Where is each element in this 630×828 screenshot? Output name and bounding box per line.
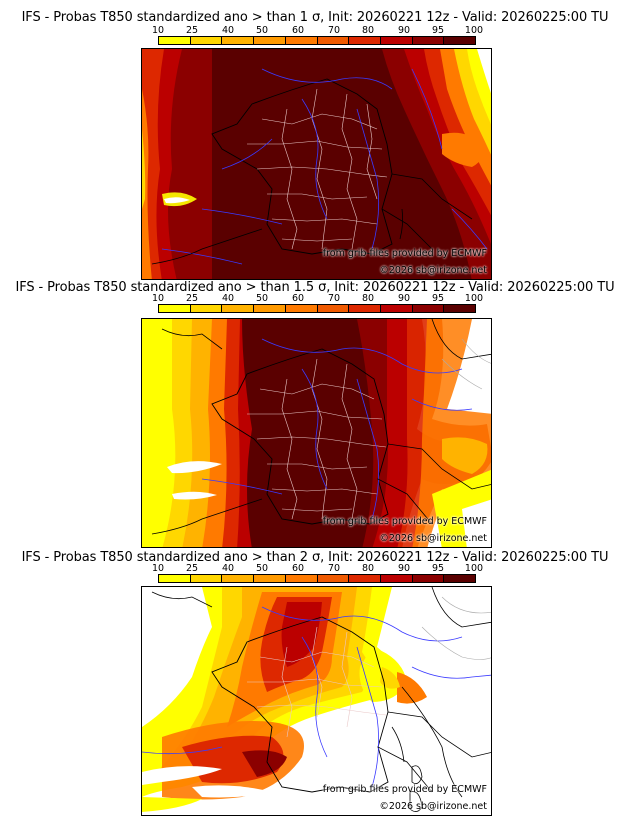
colorbar xyxy=(158,36,476,45)
colorbar-label: 80 xyxy=(361,25,375,36)
colorbar-label: 100 xyxy=(464,25,484,36)
map-canvas xyxy=(142,319,491,547)
colorbar-segment xyxy=(254,305,286,312)
colorbar-segment xyxy=(254,37,286,44)
colorbar-segment xyxy=(254,575,286,582)
colorbar-label: 50 xyxy=(255,25,269,36)
colorbar-segment xyxy=(349,305,381,312)
credit-copyright: ©2026 sb@irizone.net xyxy=(379,265,487,276)
colorbar-label: 90 xyxy=(397,563,411,574)
credit-source: from grib files provided by ECMWF xyxy=(322,784,487,795)
colorbar-label: 80 xyxy=(361,293,375,304)
forecast-panel-2sigma: IFS - Probas T850 standardized ano > tha… xyxy=(0,550,630,828)
colorbar-segment xyxy=(159,575,191,582)
colorbar-segment xyxy=(190,305,223,312)
colorbar-segment xyxy=(380,575,413,582)
colorbar-segment xyxy=(412,37,445,44)
colorbar-label: 95 xyxy=(431,563,445,574)
colorbar-segment xyxy=(317,305,350,312)
colorbar-label: 25 xyxy=(185,563,199,574)
colorbar-segment xyxy=(380,37,413,44)
colorbar-label: 10 xyxy=(151,563,165,574)
colorbar-labels: 10 25 40 50 60 70 80 90 95 100 xyxy=(140,25,483,37)
panel-title: IFS - Probas T850 standardized ano > tha… xyxy=(15,280,615,295)
colorbar-segment xyxy=(285,575,318,582)
credit-source: from grib files provided by ECMWF xyxy=(322,516,487,527)
colorbar-label: 95 xyxy=(431,25,445,36)
colorbar-segment xyxy=(444,305,476,312)
colorbar-label: 40 xyxy=(221,293,235,304)
colorbar-label: 100 xyxy=(464,293,484,304)
colorbar-label: 70 xyxy=(327,25,341,36)
colorbar-segment xyxy=(159,37,191,44)
colorbar-label: 10 xyxy=(151,293,165,304)
colorbar-labels: 10 25 40 50 60 70 80 90 95 100 xyxy=(140,563,483,575)
probability-map: from grib files provided by ECMWF ©2026 … xyxy=(141,318,492,548)
colorbar-label: 40 xyxy=(221,25,235,36)
probability-map: from grib files provided by ECMWF ©2026 … xyxy=(141,48,492,280)
colorbar-label: 70 xyxy=(327,563,341,574)
colorbar-label: 25 xyxy=(185,293,199,304)
colorbar-label: 90 xyxy=(397,25,411,36)
colorbar-segment xyxy=(349,37,381,44)
credit-source: from grib files provided by ECMWF xyxy=(322,248,487,259)
colorbar-labels: 10 25 40 50 60 70 80 90 95 100 xyxy=(140,293,483,305)
map-canvas xyxy=(142,587,491,815)
colorbar-label: 80 xyxy=(361,563,375,574)
colorbar-label: 100 xyxy=(464,563,484,574)
colorbar-segment xyxy=(190,575,223,582)
forecast-panel-1-5sigma: IFS - Probas T850 standardized ano > tha… xyxy=(0,280,630,550)
colorbar xyxy=(158,304,476,313)
colorbar-segment xyxy=(222,37,255,44)
colorbar-segment xyxy=(317,575,350,582)
credit-copyright: ©2026 sb@irizone.net xyxy=(379,801,487,812)
colorbar-segment xyxy=(285,305,318,312)
panel-title: IFS - Probas T850 standardized ano > tha… xyxy=(21,550,609,565)
colorbar-segment xyxy=(190,37,223,44)
colorbar-label: 70 xyxy=(327,293,341,304)
colorbar-label: 25 xyxy=(185,25,199,36)
colorbar-segment xyxy=(412,305,445,312)
colorbar-label: 90 xyxy=(397,293,411,304)
colorbar-segment xyxy=(444,575,476,582)
panel-title: IFS - Probas T850 standardized ano > tha… xyxy=(21,10,609,25)
colorbar-segment xyxy=(159,305,191,312)
colorbar-label: 60 xyxy=(291,293,305,304)
colorbar-segment xyxy=(349,575,381,582)
probability-map: from grib files provided by ECMWF ©2026 … xyxy=(141,586,492,816)
colorbar-label: 95 xyxy=(431,293,445,304)
colorbar-segment xyxy=(222,305,255,312)
colorbar-label: 10 xyxy=(151,25,165,36)
map-canvas xyxy=(142,49,491,279)
colorbar-segment xyxy=(222,575,255,582)
colorbar-segment xyxy=(412,575,445,582)
colorbar-label: 50 xyxy=(255,293,269,304)
colorbar-segment xyxy=(380,305,413,312)
colorbar-label: 60 xyxy=(291,25,305,36)
colorbar-label: 60 xyxy=(291,563,305,574)
colorbar-label: 50 xyxy=(255,563,269,574)
forecast-panel-1sigma: IFS - Probas T850 standardized ano > tha… xyxy=(0,0,630,280)
colorbar-label: 40 xyxy=(221,563,235,574)
colorbar-segment xyxy=(444,37,476,44)
credit-copyright: ©2026 sb@irizone.net xyxy=(379,533,487,544)
colorbar-segment xyxy=(285,37,318,44)
colorbar xyxy=(158,574,476,583)
colorbar-segment xyxy=(317,37,350,44)
